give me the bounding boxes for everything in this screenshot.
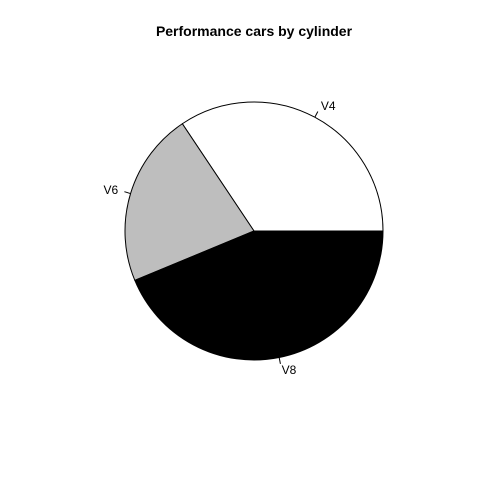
pie-label-v6: V6 [104, 183, 119, 197]
pie-label-v4: V4 [321, 99, 336, 113]
chart-title: Performance cars by cylinder [156, 23, 353, 39]
pie-label-tick-v6 [124, 191, 131, 195]
pie-labels: V4 V6 V8 [104, 99, 336, 377]
pie-slices [124, 101, 384, 361]
pie-label-tick-v4 [314, 111, 319, 118]
pie-slice-v6 [124, 123, 255, 282]
pie-label-v8: V8 [282, 363, 297, 377]
pie-label-tick-v8 [278, 357, 281, 364]
